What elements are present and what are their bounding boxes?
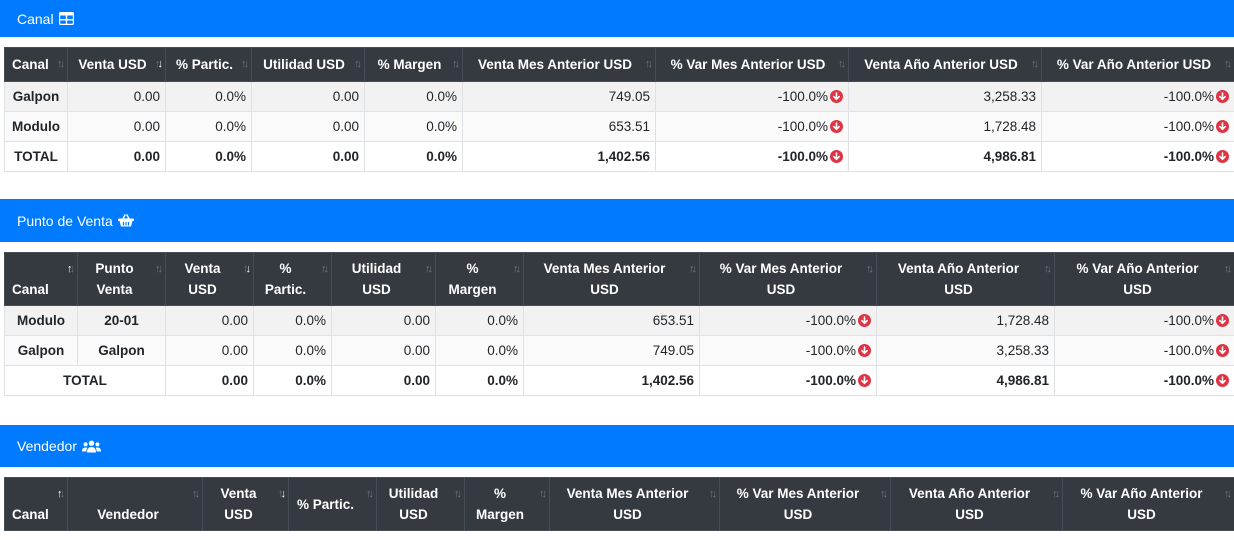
arrow-circle-down-icon: [1216, 374, 1229, 387]
sort-icon: ↑↓: [645, 58, 650, 70]
arrow-circle-down-icon: [1216, 90, 1229, 103]
vendedor-section-title: Vendedor: [17, 438, 77, 454]
col-header-venta-mes-anterior[interactable]: Venta Mes Anterior USD↑↓: [524, 253, 700, 306]
col-header-var-mes-anterior[interactable]: % Var Mes Anterior USD↑↓: [720, 478, 891, 531]
pdv-section-title: Punto de Venta: [17, 213, 113, 229]
col-header-var-ano-anterior[interactable]: % Var Año Anterior USD↑↓: [1063, 478, 1234, 531]
sort-icon: ↑↓: [452, 58, 457, 70]
canal-card: Canal Canal↑↓ Venta USD↑↓ % Partic.↑↓ Ut…: [0, 0, 1234, 181]
col-header-venta-ano-anterior[interactable]: Venta Año Anterior USD↑↓: [891, 478, 1063, 531]
canal-table-head: Canal↑↓ Venta USD↑↓ % Partic.↑↓ Utilidad…: [5, 48, 1234, 82]
arrow-circle-down-icon: [858, 344, 871, 357]
sort-desc-icon: ↑↓: [57, 488, 62, 500]
table-row: Galpon 0.00 0.0% 0.00 0.0% 749.05 -100.0…: [5, 82, 1234, 112]
sort-desc-icon: ↑↓: [155, 58, 160, 70]
canal-table-body: Galpon 0.00 0.0% 0.00 0.0% 749.05 -100.0…: [5, 82, 1234, 172]
sort-icon: ↑↓: [1224, 488, 1229, 500]
pdv-table: Canal↑↓ Punto Venta↑↓ Venta USD↑↓ % Part…: [4, 252, 1234, 396]
sort-icon: ↑↓: [539, 488, 544, 500]
vendedor-table-head: Canal↑↓ Vendedor↑↓ Venta USD↑↓ % Partic.…: [5, 478, 1234, 531]
vendedor-section-header[interactable]: Vendedor: [0, 425, 1234, 467]
sort-icon: ↑↓: [513, 263, 518, 275]
sort-icon: ↑↓: [366, 488, 371, 500]
col-header-partic[interactable]: % Partic.↑↓: [166, 48, 252, 82]
canal-section-title: Canal: [17, 11, 54, 27]
sort-icon: ↑↓: [1224, 58, 1229, 70]
col-header-venta-usd[interactable]: Venta USD↑↓: [203, 478, 289, 531]
col-header-utilidad-usd[interactable]: Utilidad USD↑↓: [377, 478, 465, 531]
col-header-venta-usd[interactable]: Venta USD↑↓: [68, 48, 166, 82]
sort-icon: ↑↓: [1031, 58, 1036, 70]
table-row: Modulo 20-01 0.00 0.0% 0.00 0.0% 653.51 …: [5, 306, 1234, 336]
section-gap: [0, 181, 1234, 199]
col-header-utilidad-usd[interactable]: Utilidad USD↑↓: [332, 253, 436, 306]
sort-icon: ↑↓: [880, 488, 885, 500]
vendedor-card: Vendedor Canal↑↓ Vendedor↑↓ Venta USD↑↓ …: [0, 425, 1234, 540]
sort-icon: ↑↓: [454, 488, 459, 500]
col-header-partic[interactable]: % Partic.↑↓: [254, 253, 332, 306]
total-row: TOTAL 0.00 0.0% 0.00 0.0% 1,402.56 -100.…: [5, 366, 1234, 396]
arrow-circle-down-icon: [858, 314, 871, 327]
col-header-var-mes-anterior[interactable]: % Var Mes Anterior USD↑↓: [700, 253, 877, 306]
sort-icon: ↑↓: [155, 263, 160, 275]
col-header-var-ano-anterior[interactable]: % Var Año Anterior USD↑↓: [1042, 48, 1234, 82]
table-icon: [59, 12, 74, 25]
sort-desc-icon: ↑↓: [67, 263, 72, 275]
vendedor-table: Canal↑↓ Vendedor↑↓ Venta USD↑↓ % Partic.…: [4, 477, 1234, 531]
sort-icon: ↑↓: [838, 58, 843, 70]
arrow-circle-down-icon: [830, 120, 843, 133]
pdv-table-body: Modulo 20-01 0.00 0.0% 0.00 0.0% 653.51 …: [5, 306, 1234, 396]
canal-section-header[interactable]: Canal: [0, 0, 1234, 37]
sort-icon: ↑↓: [192, 488, 197, 500]
sort-icon: ↑↓: [709, 488, 714, 500]
sort-icon: ↑↓: [354, 58, 359, 70]
sort-icon: ↑↓: [866, 263, 871, 275]
col-header-canal[interactable]: Canal↑↓: [5, 253, 78, 306]
col-header-var-mes-anterior[interactable]: % Var Mes Anterior USD↑↓: [656, 48, 849, 82]
pdv-card: Punto de Venta Canal↑↓ Punto Venta↑↓ Ven…: [0, 199, 1234, 405]
canal-table: Canal↑↓ Venta USD↑↓ % Partic.↑↓ Utilidad…: [4, 47, 1234, 172]
table-row: Modulo 0.00 0.0% 0.00 0.0% 653.51 -100.0…: [5, 112, 1234, 142]
col-header-var-ano-anterior[interactable]: % Var Año Anterior USD↑↓: [1055, 253, 1234, 306]
sort-icon: ↑↓: [1044, 263, 1049, 275]
col-header-margen[interactable]: % Margen↑↓: [465, 478, 550, 531]
sort-desc-icon: ↑↓: [243, 263, 248, 275]
arrow-circle-down-icon: [830, 90, 843, 103]
col-header-vendedor[interactable]: Vendedor↑↓: [68, 478, 203, 531]
col-header-venta-ano-anterior[interactable]: Venta Año Anterior USD↑↓: [877, 253, 1055, 306]
sort-icon: ↑↓: [1224, 263, 1229, 275]
shopping-basket-icon: [118, 214, 134, 227]
arrow-circle-down-icon: [858, 374, 871, 387]
col-header-punto-venta[interactable]: Punto Venta↑↓: [78, 253, 166, 306]
col-header-canal[interactable]: Canal↑↓: [5, 48, 68, 82]
sort-desc-icon: ↑↓: [278, 488, 283, 500]
arrow-circle-down-icon: [1216, 314, 1229, 327]
col-header-partic[interactable]: % Partic.↑↓: [289, 478, 377, 531]
col-header-venta-ano-anterior[interactable]: Venta Año Anterior USD↑↓: [849, 48, 1042, 82]
users-icon: [82, 440, 101, 453]
col-header-venta-mes-anterior[interactable]: Venta Mes Anterior USD↑↓: [550, 478, 720, 531]
sort-icon: ↑↓: [1052, 488, 1057, 500]
sort-icon: ↑↓: [241, 58, 246, 70]
pdv-section-header[interactable]: Punto de Venta: [0, 199, 1234, 242]
sort-icon: ↑↓: [689, 263, 694, 275]
sort-icon: ↑↓: [57, 58, 62, 70]
col-header-canal[interactable]: Canal↑↓: [5, 478, 68, 531]
arrow-circle-down-icon: [830, 150, 843, 163]
section-gap: [0, 405, 1234, 425]
col-header-margen[interactable]: % Margen↑↓: [365, 48, 463, 82]
col-header-utilidad-usd[interactable]: Utilidad USD↑↓: [252, 48, 365, 82]
col-header-venta-mes-anterior[interactable]: Venta Mes Anterior USD↑↓: [463, 48, 656, 82]
col-header-venta-usd[interactable]: Venta USD↑↓: [166, 253, 254, 306]
total-row: TOTAL 0.00 0.0% 0.00 0.0% 1,402.56 -100.…: [5, 142, 1234, 172]
col-header-margen[interactable]: % Margen↑↓: [436, 253, 524, 306]
arrow-circle-down-icon: [1216, 150, 1229, 163]
pdv-table-head: Canal↑↓ Punto Venta↑↓ Venta USD↑↓ % Part…: [5, 253, 1234, 306]
sort-icon: ↑↓: [321, 263, 326, 275]
table-row: Galpon Galpon 0.00 0.0% 0.00 0.0% 749.05…: [5, 336, 1234, 366]
arrow-circle-down-icon: [1216, 344, 1229, 357]
arrow-circle-down-icon: [1216, 120, 1229, 133]
sort-icon: ↑↓: [425, 263, 430, 275]
